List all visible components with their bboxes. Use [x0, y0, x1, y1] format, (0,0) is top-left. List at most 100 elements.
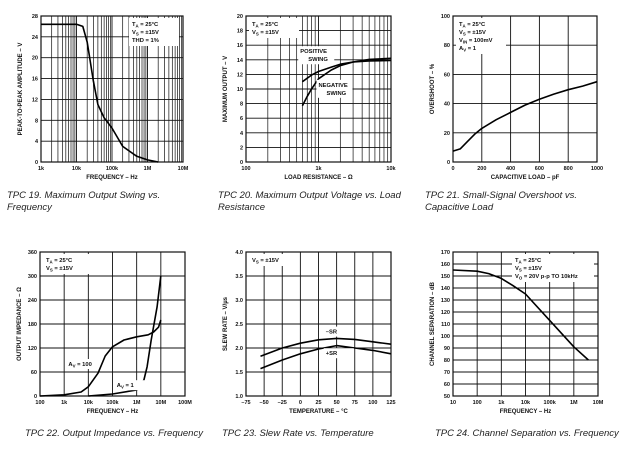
condition-text: VS = ±15V	[252, 258, 279, 265]
y-tick-label: 50	[444, 394, 450, 400]
y-tick-label: 120	[28, 346, 37, 352]
x-tick-label: 10k	[72, 166, 82, 172]
condition-text-rest: = 25°C	[259, 22, 279, 28]
y-tick-label: 70	[444, 370, 450, 376]
x-tick-label: 1M	[570, 400, 578, 406]
condition-text-rest: = 20V p-p TO 10kHz	[522, 274, 578, 280]
y-tick-label: 10	[237, 87, 243, 93]
y-tick-label: 16	[32, 77, 38, 83]
y-axis-label: CHANNEL SEPARATION – dB	[430, 281, 436, 366]
y-tick-label: 140	[441, 286, 450, 292]
series-line-1	[452, 80, 598, 152]
chart-tpc23: –75 –50 –25 0 25 50 75 100 125 1.0 1.5 2.0 2.5 3.0 3.5…	[223, 250, 396, 415]
condition-text-sub: S	[50, 268, 53, 273]
chart-tpc20: 100 1k 10k 0 2 4 6 8 10 12 14 16 18 20 LOAD RESISTANCE…	[223, 14, 397, 181]
conditions-box	[43, 254, 93, 274]
condition-text-sub: A	[50, 260, 54, 265]
y-tick-label: 2.0	[235, 346, 243, 352]
caption-tpc24: TPC 24. Channel Separation vs. Frequency	[435, 428, 619, 439]
x-tick-label: –75	[241, 400, 250, 406]
condition-text: VS = ±15V	[46, 266, 73, 273]
annotation-bg	[298, 46, 335, 65]
condition-text-main: V	[252, 30, 256, 36]
x-axis-label: CAPACITIVE LOAD – pF	[491, 175, 560, 181]
curve-label: SWING	[308, 57, 328, 63]
condition-text-main: T	[132, 22, 136, 28]
y-tick-label: 80	[444, 358, 450, 364]
y-tick-label: 2	[240, 145, 243, 151]
y-tick-label: 60	[444, 72, 450, 78]
caption-tpc20: TPC 20. Maximum Output Voltage vs. Load …	[218, 190, 401, 213]
y-tick-label: 40	[444, 102, 450, 108]
condition-text-rest: = ±15V	[259, 30, 279, 36]
condition-text-main: V	[459, 38, 463, 44]
plot-frame	[40, 15, 184, 163]
series-line-2	[260, 344, 392, 370]
y-tick-label: 20	[237, 14, 243, 20]
y-tick-label: 4	[240, 131, 244, 137]
x-tick-label: 100	[35, 400, 44, 406]
curve-label: AV = 1	[117, 383, 135, 390]
y-tick-label: 8	[35, 118, 38, 124]
annotation-bg	[114, 380, 145, 391]
x-tick-label: –50	[260, 400, 269, 406]
series-line-1	[301, 59, 392, 83]
x-tick-label: 1k	[38, 166, 45, 172]
x-tick-label: 125	[386, 400, 395, 406]
condition-text-rest: = 25°C	[522, 258, 542, 264]
y-tick-label: 12	[32, 97, 38, 103]
y-tick-label: 90	[444, 346, 450, 352]
condition-text-main: T	[46, 258, 50, 264]
y-tick-label: 0	[35, 160, 38, 166]
condition-text: VO = 20V p-p TO 10kHz	[515, 274, 578, 281]
x-tick-label: 75	[352, 400, 358, 406]
plot-frame	[39, 251, 186, 397]
condition-text-rest: = ±15V	[139, 30, 159, 36]
curve-label: AV = 100	[68, 362, 91, 369]
chart-tpc24: 10 100 1k 10k 100k 1M 10M 50 60 70 80 90 100 110 120 13…	[430, 250, 604, 415]
condition-text-sub: A	[256, 24, 260, 29]
caption-tpc22: TPC 22. Output Impedance vs. Frequency	[25, 428, 203, 439]
condition-text-rest: = 25°C	[139, 22, 159, 28]
condition-text: TA = 25°C	[46, 258, 73, 265]
y-tick-label: 14	[237, 58, 244, 64]
condition-text: AV = 1	[459, 46, 477, 53]
condition-text-sub: O	[519, 276, 523, 281]
condition-text-main: T	[515, 258, 519, 264]
y-tick-label: 180	[28, 322, 37, 328]
y-axis-label: PEAK-TO-PEAK AMPLITUDE – V	[18, 43, 24, 136]
condition-text: VIN = 100mV	[459, 38, 493, 45]
x-tick-label: 1M	[133, 400, 141, 406]
plot-frame	[245, 15, 392, 163]
annotation-bg	[323, 326, 354, 337]
condition-text-sub: S	[463, 32, 466, 37]
y-tick-label: 150	[441, 274, 450, 280]
series-line-2	[88, 275, 162, 397]
series-line-1	[452, 269, 589, 361]
x-tick-label: 0	[299, 400, 302, 406]
x-tick-label: 10k	[84, 400, 94, 406]
plot-frame	[245, 251, 392, 397]
x-tick-label: 10k	[386, 166, 396, 172]
x-axis-label: FREQUENCY – Hz	[500, 409, 552, 415]
conditions-box	[249, 254, 299, 266]
y-tick-label: 0	[447, 160, 450, 166]
condition-text: VS = ±15V	[252, 30, 279, 37]
curve-label-sub: V	[121, 385, 124, 390]
condition-text-sub: S	[256, 32, 259, 37]
condition-text-main: V	[515, 266, 519, 272]
condition-text-main: A	[459, 46, 464, 52]
condition-text-rest: = 25°C	[53, 258, 73, 264]
chart-tpc22: 100 1k 10k 100k 1M 10M 100M 0 60 120 180 240 300 360 F…	[17, 250, 192, 415]
condition-text-sub: S	[519, 268, 522, 273]
condition-text: VS = ±15V	[459, 30, 486, 37]
x-tick-label: 100	[368, 400, 377, 406]
caption-tpc19: TPC 19. Maximum Output Swing vs. Frequen…	[7, 190, 161, 213]
condition-text-rest: = 1	[466, 46, 477, 52]
condition-text: THD = 1%	[132, 38, 159, 44]
y-tick-label: 60	[31, 370, 37, 376]
plot-frame	[452, 251, 599, 397]
y-tick-label: 4	[35, 139, 39, 145]
condition-text-main: V	[252, 258, 256, 264]
y-tick-label: 20	[32, 56, 38, 62]
